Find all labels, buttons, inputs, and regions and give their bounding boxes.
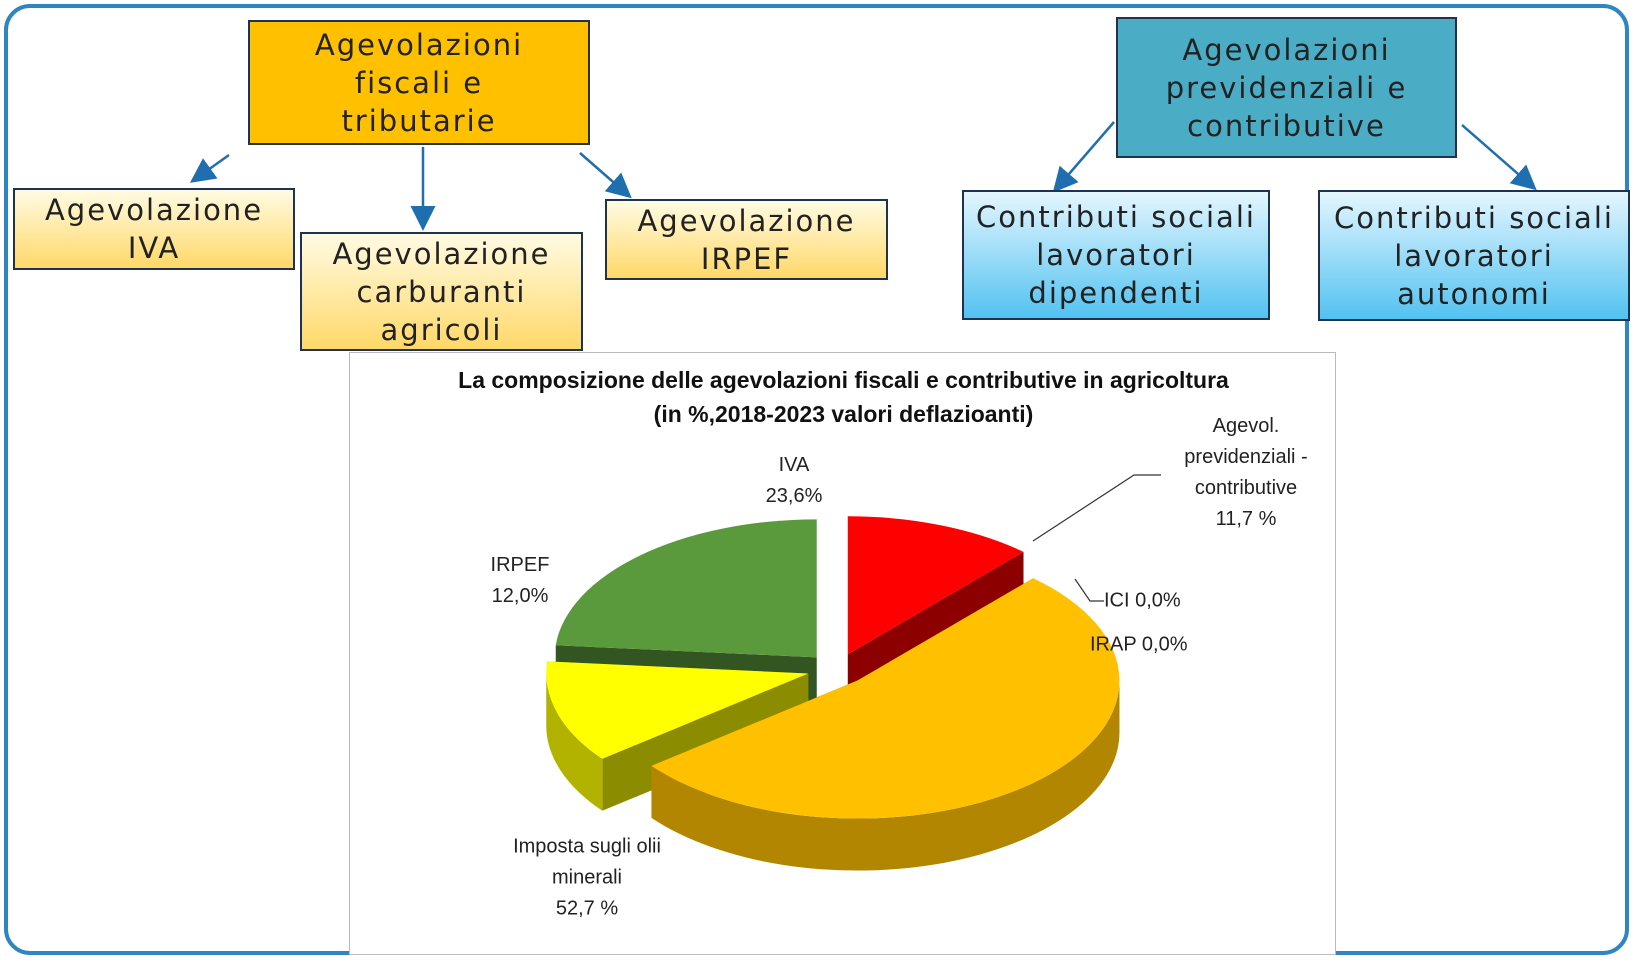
arrow <box>1462 125 1533 187</box>
chart: La composizione delle agevolazioni fisca… <box>349 352 1336 955</box>
slide: Agevolazioni fiscali e tributarie Agevol… <box>0 0 1637 963</box>
data-label: IRAP 0,0% <box>1090 630 1187 661</box>
node-label: Agevolazione IRPEF <box>637 202 856 278</box>
data-label: ICI 0,0% <box>1104 586 1181 617</box>
diagram-node: Contributi sociali lavoratori dipendenti <box>962 190 1270 320</box>
diagram-node: Agevolazioni previdenziali e contributiv… <box>1116 17 1457 158</box>
node-label: Agevolazione IVA <box>45 191 263 267</box>
label-text: Imposta sugli olii minerali <box>507 832 667 894</box>
diagram-node: Agevolazione IVA <box>13 188 295 270</box>
arrow <box>580 153 628 195</box>
arrow <box>1056 122 1114 189</box>
slice-top <box>556 519 817 657</box>
label-text: IRAP <box>1090 634 1136 656</box>
label-text: 52,7 % <box>507 894 667 925</box>
node-label: Agevolazione carburanti agricoli <box>322 235 561 349</box>
label-text: 23,6% <box>766 481 823 512</box>
label-text: 12,0% <box>491 581 550 612</box>
diagram-node: Agevolazione IRPEF <box>605 199 888 280</box>
arrow <box>194 155 229 180</box>
node-label: Contributi sociali lavoratori dipendenti <box>974 198 1258 312</box>
diagram-node: Agevolazione carburanti agricoli <box>300 232 583 351</box>
label-text: Agevol. previdenziali - contributive <box>1166 411 1326 504</box>
node-label: Agevolazioni fiscali e tributarie <box>300 26 538 140</box>
label-text: IRPEF <box>491 550 550 581</box>
label-text: 11,7 % <box>1166 504 1326 535</box>
leader-line <box>1033 475 1161 541</box>
node-label: Contributi sociali lavoratori autonomi <box>1330 199 1618 313</box>
label-text: 0,0% <box>1135 590 1181 612</box>
label-text: 0,0% <box>1142 634 1188 656</box>
label-text: ICI <box>1104 590 1130 612</box>
label-text: IVA <box>766 450 823 481</box>
node-label: Agevolazioni previdenziali e contributiv… <box>1138 31 1435 145</box>
leader-line <box>1075 579 1104 601</box>
diagram-node: Contributi sociali lavoratori autonomi <box>1318 190 1630 321</box>
diagram-node: Agevolazioni fiscali e tributarie <box>248 20 590 145</box>
